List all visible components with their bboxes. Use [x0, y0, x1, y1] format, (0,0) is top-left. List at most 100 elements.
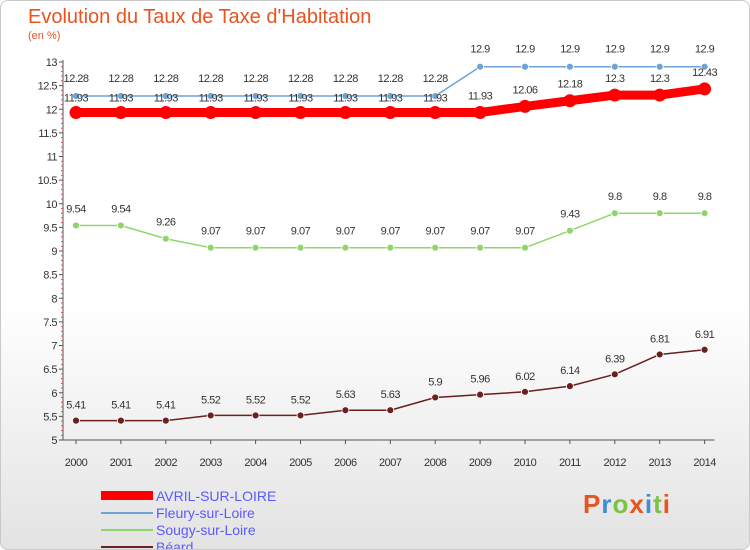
data-point — [251, 243, 260, 252]
legend-swatch — [101, 545, 153, 548]
data-point — [296, 411, 305, 420]
data-label: 9.43 — [560, 209, 580, 221]
data-label: 9.07 — [470, 226, 490, 238]
data-point — [521, 243, 529, 252]
data-point — [204, 106, 218, 120]
data-point — [161, 416, 170, 425]
y-tick-label: 13 — [46, 57, 58, 69]
data-point — [431, 92, 440, 100]
data-point — [161, 234, 170, 243]
data-point — [566, 382, 574, 391]
y-tick-label: 8.5 — [43, 270, 57, 282]
chart-unit-label: (en %) — [28, 30, 61, 42]
x-tick-label: 2006 — [334, 457, 357, 469]
data-label: 5.41 — [156, 400, 176, 412]
legend-label: AVRIL-SUR-LOIRE — [156, 487, 277, 504]
data-point — [114, 106, 128, 120]
legend-label: Sougy-sur-Loire — [156, 521, 256, 538]
data-label: 12.28 — [378, 73, 403, 85]
y-tick-label: 6.5 — [43, 364, 57, 376]
x-tick-label: 2011 — [559, 457, 581, 469]
data-point — [72, 416, 80, 425]
logo-letter: x — [629, 489, 645, 519]
data-point — [249, 106, 263, 120]
y-tick-label: 9 — [51, 246, 57, 258]
data-point — [610, 62, 619, 71]
data-point — [341, 243, 350, 252]
data-label: 11.93 — [199, 93, 224, 105]
legend-swatch — [101, 511, 153, 514]
data-label: 5.52 — [246, 394, 266, 406]
data-label: 12.28 — [423, 73, 448, 85]
data-point — [655, 209, 664, 218]
data-point — [159, 106, 173, 120]
data-point — [610, 370, 619, 379]
x-tick-label: 2001 — [110, 457, 133, 469]
data-label: 5.9 — [428, 376, 442, 388]
data-label: 12.28 — [108, 73, 133, 85]
data-point — [386, 243, 395, 252]
data-point — [698, 82, 712, 96]
data-label: 9.07 — [291, 226, 311, 238]
data-label: 9.07 — [381, 226, 401, 238]
data-point — [386, 406, 395, 415]
x-tick-label: 2005 — [289, 457, 312, 469]
data-label: 9.54 — [66, 203, 86, 215]
legend-label: Fleury-sur-Loire — [156, 504, 255, 521]
data-point — [296, 243, 305, 252]
data-point — [338, 106, 352, 120]
data-label: 12.28 — [288, 73, 313, 85]
data-label: 5.63 — [381, 389, 401, 401]
y-tick-label: 11 — [47, 152, 58, 164]
data-label: 12.28 — [198, 73, 223, 85]
data-point — [69, 106, 83, 120]
data-point — [521, 387, 529, 396]
y-tick-label: 7.5 — [43, 317, 57, 329]
data-label: 11.93 — [109, 93, 134, 105]
data-label: 6.14 — [560, 365, 580, 377]
data-label: 12.18 — [557, 79, 582, 91]
data-label: 6.02 — [515, 371, 535, 383]
logo-letter: r — [601, 489, 613, 519]
data-point — [206, 243, 215, 252]
logo-letter: i — [644, 489, 654, 519]
data-point — [341, 92, 350, 100]
data-label: 12.28 — [333, 73, 358, 85]
x-tick-label: 2002 — [155, 457, 178, 469]
data-point — [72, 92, 80, 100]
data-label: 11.93 — [468, 91, 493, 103]
data-point — [294, 106, 307, 120]
data-label: 12.9 — [605, 44, 625, 56]
data-label: 11.93 — [378, 93, 403, 105]
data-label: 5.52 — [291, 394, 311, 406]
data-point — [251, 411, 260, 420]
y-tick-label: 8 — [51, 293, 57, 305]
x-tick-label: 2014 — [693, 457, 716, 469]
data-label: 9.8 — [698, 191, 712, 203]
logo-letter: t — [653, 489, 663, 519]
data-point — [117, 92, 125, 100]
chart-title: Evolution du Taux de Taxe d'Habitation — [28, 6, 372, 28]
data-point — [251, 92, 260, 100]
data-point — [566, 62, 574, 71]
legend-item: AVRIL-SUR-LOIRE — [101, 487, 276, 504]
data-label: 9.07 — [515, 226, 535, 238]
x-tick-label: 2013 — [648, 457, 671, 469]
data-point — [476, 243, 485, 252]
data-label: 11.93 — [288, 93, 313, 105]
data-label: 11.93 — [64, 93, 89, 105]
data-label: 12.28 — [63, 73, 88, 85]
data-label: 12.9 — [695, 44, 715, 56]
x-tick-label: 2012 — [604, 457, 627, 469]
y-tick-label: 10 — [46, 199, 58, 211]
data-label: 6.39 — [605, 353, 625, 365]
data-point — [700, 62, 709, 71]
data-point — [608, 88, 622, 102]
x-tick-label: 2003 — [199, 457, 222, 469]
legend-swatch — [101, 528, 153, 531]
data-point — [655, 62, 664, 71]
legend-swatch — [101, 491, 153, 500]
data-point — [563, 94, 577, 108]
data-label: 5.52 — [201, 394, 221, 406]
